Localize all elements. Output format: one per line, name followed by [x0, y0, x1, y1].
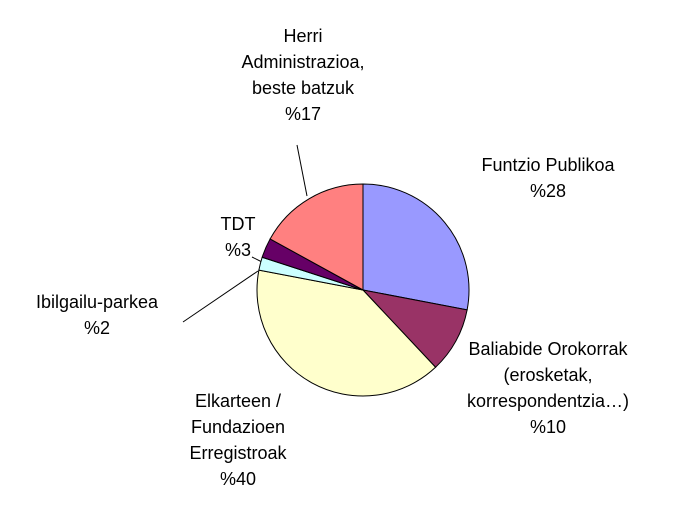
category-label: Herri Administrazioa, beste batzuk — [241, 26, 365, 98]
pie-slice — [256, 269, 437, 397]
value-label: %3 — [224, 240, 251, 260]
pie-slice — [362, 183, 470, 311]
slice-label: Elkarteen / Fundazioen Erregistroak %40 — [189, 388, 286, 492]
value-label: %28 — [529, 181, 567, 201]
category-label: Funtzio Publikoa — [481, 155, 615, 175]
leader-line — [296, 144, 308, 197]
category-label: Elkarteen / Fundazioen Erregistroak — [189, 391, 287, 463]
value-label: %2 — [83, 318, 111, 338]
slice-label: Baliabide Orokorrak (erosketak, korrespo… — [467, 336, 629, 440]
slice-label: Herri Administrazioa, beste batzuk %17 — [241, 23, 364, 127]
leader-line — [182, 270, 259, 323]
slice-label: Funtzio Publikoa %28 — [481, 152, 614, 204]
category-label: Ibilgailu-parkea — [35, 292, 159, 312]
category-label: Baliabide Orokorrak (erosketak, korrespo… — [466, 339, 630, 411]
leader-line — [251, 256, 263, 263]
value-label: %17 — [284, 104, 322, 124]
pie-slice — [269, 183, 364, 291]
category-label: TDT — [220, 214, 256, 234]
slice-label: TDT %3 — [221, 211, 256, 263]
value-label: %40 — [219, 469, 257, 489]
value-label: %10 — [529, 417, 567, 437]
slice-label: Ibilgailu-parkea %2 — [36, 289, 158, 341]
